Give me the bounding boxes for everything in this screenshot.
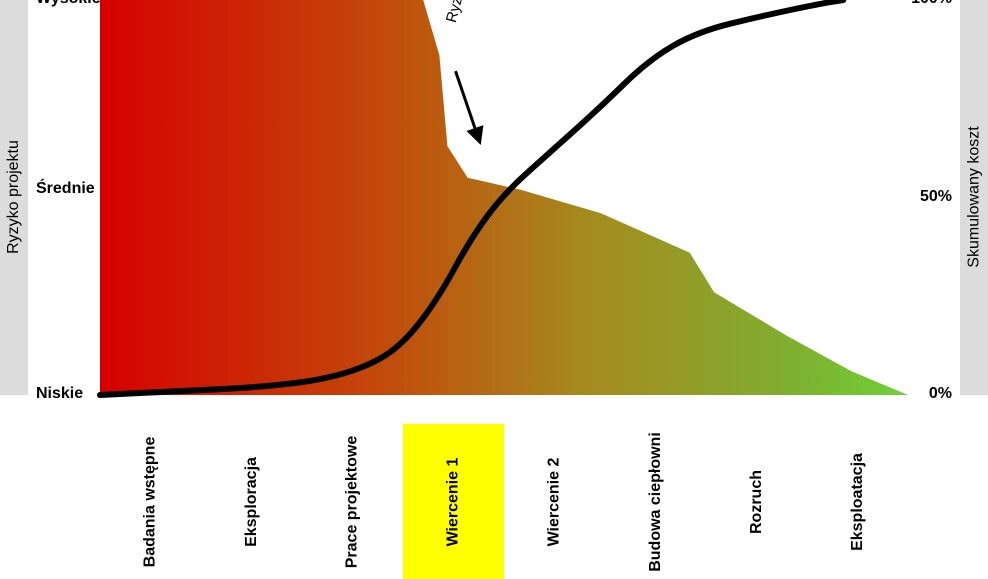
chart-stage: Ryzyko projektu Skumulowany koszt Badani… bbox=[0, 0, 988, 579]
x-category-label: Eksploatacja bbox=[848, 453, 866, 551]
x-category: Wiercenie 2 bbox=[504, 424, 605, 579]
left-tick: Wysokie bbox=[36, 0, 101, 8]
x-category: Wiercenie 1 bbox=[403, 424, 504, 579]
x-category-label: Prace projektowe bbox=[344, 435, 362, 568]
annotation-arrow bbox=[456, 71, 480, 142]
right-tick: 100% bbox=[911, 0, 952, 8]
right-tick: 0% bbox=[929, 385, 952, 403]
x-category-wrap: Badania wstępne Eksploracja Prace projekto… bbox=[100, 424, 908, 579]
left-tick: Niskie bbox=[36, 385, 83, 403]
left-tick: Średnie bbox=[36, 180, 95, 198]
x-category-label: Rozruch bbox=[748, 470, 766, 534]
right-tick: 50% bbox=[920, 188, 952, 206]
x-category: Eksploracja bbox=[201, 424, 302, 579]
x-category-label: Budowa ciepłowni bbox=[647, 432, 665, 572]
x-category-label: Wiercenie 2 bbox=[545, 457, 563, 546]
x-category: Badania wstępne bbox=[100, 424, 201, 579]
x-category: Prace projektowe bbox=[302, 424, 403, 579]
x-category: Budowa ciepłowni bbox=[605, 424, 706, 579]
x-category: Eksploatacja bbox=[807, 424, 908, 579]
x-category-label: Badania wstępne bbox=[142, 436, 160, 567]
x-category-label: Wiercenie 1 bbox=[444, 457, 462, 546]
x-category-label: Eksploracja bbox=[242, 457, 260, 547]
x-category: Rozruch bbox=[706, 424, 807, 579]
